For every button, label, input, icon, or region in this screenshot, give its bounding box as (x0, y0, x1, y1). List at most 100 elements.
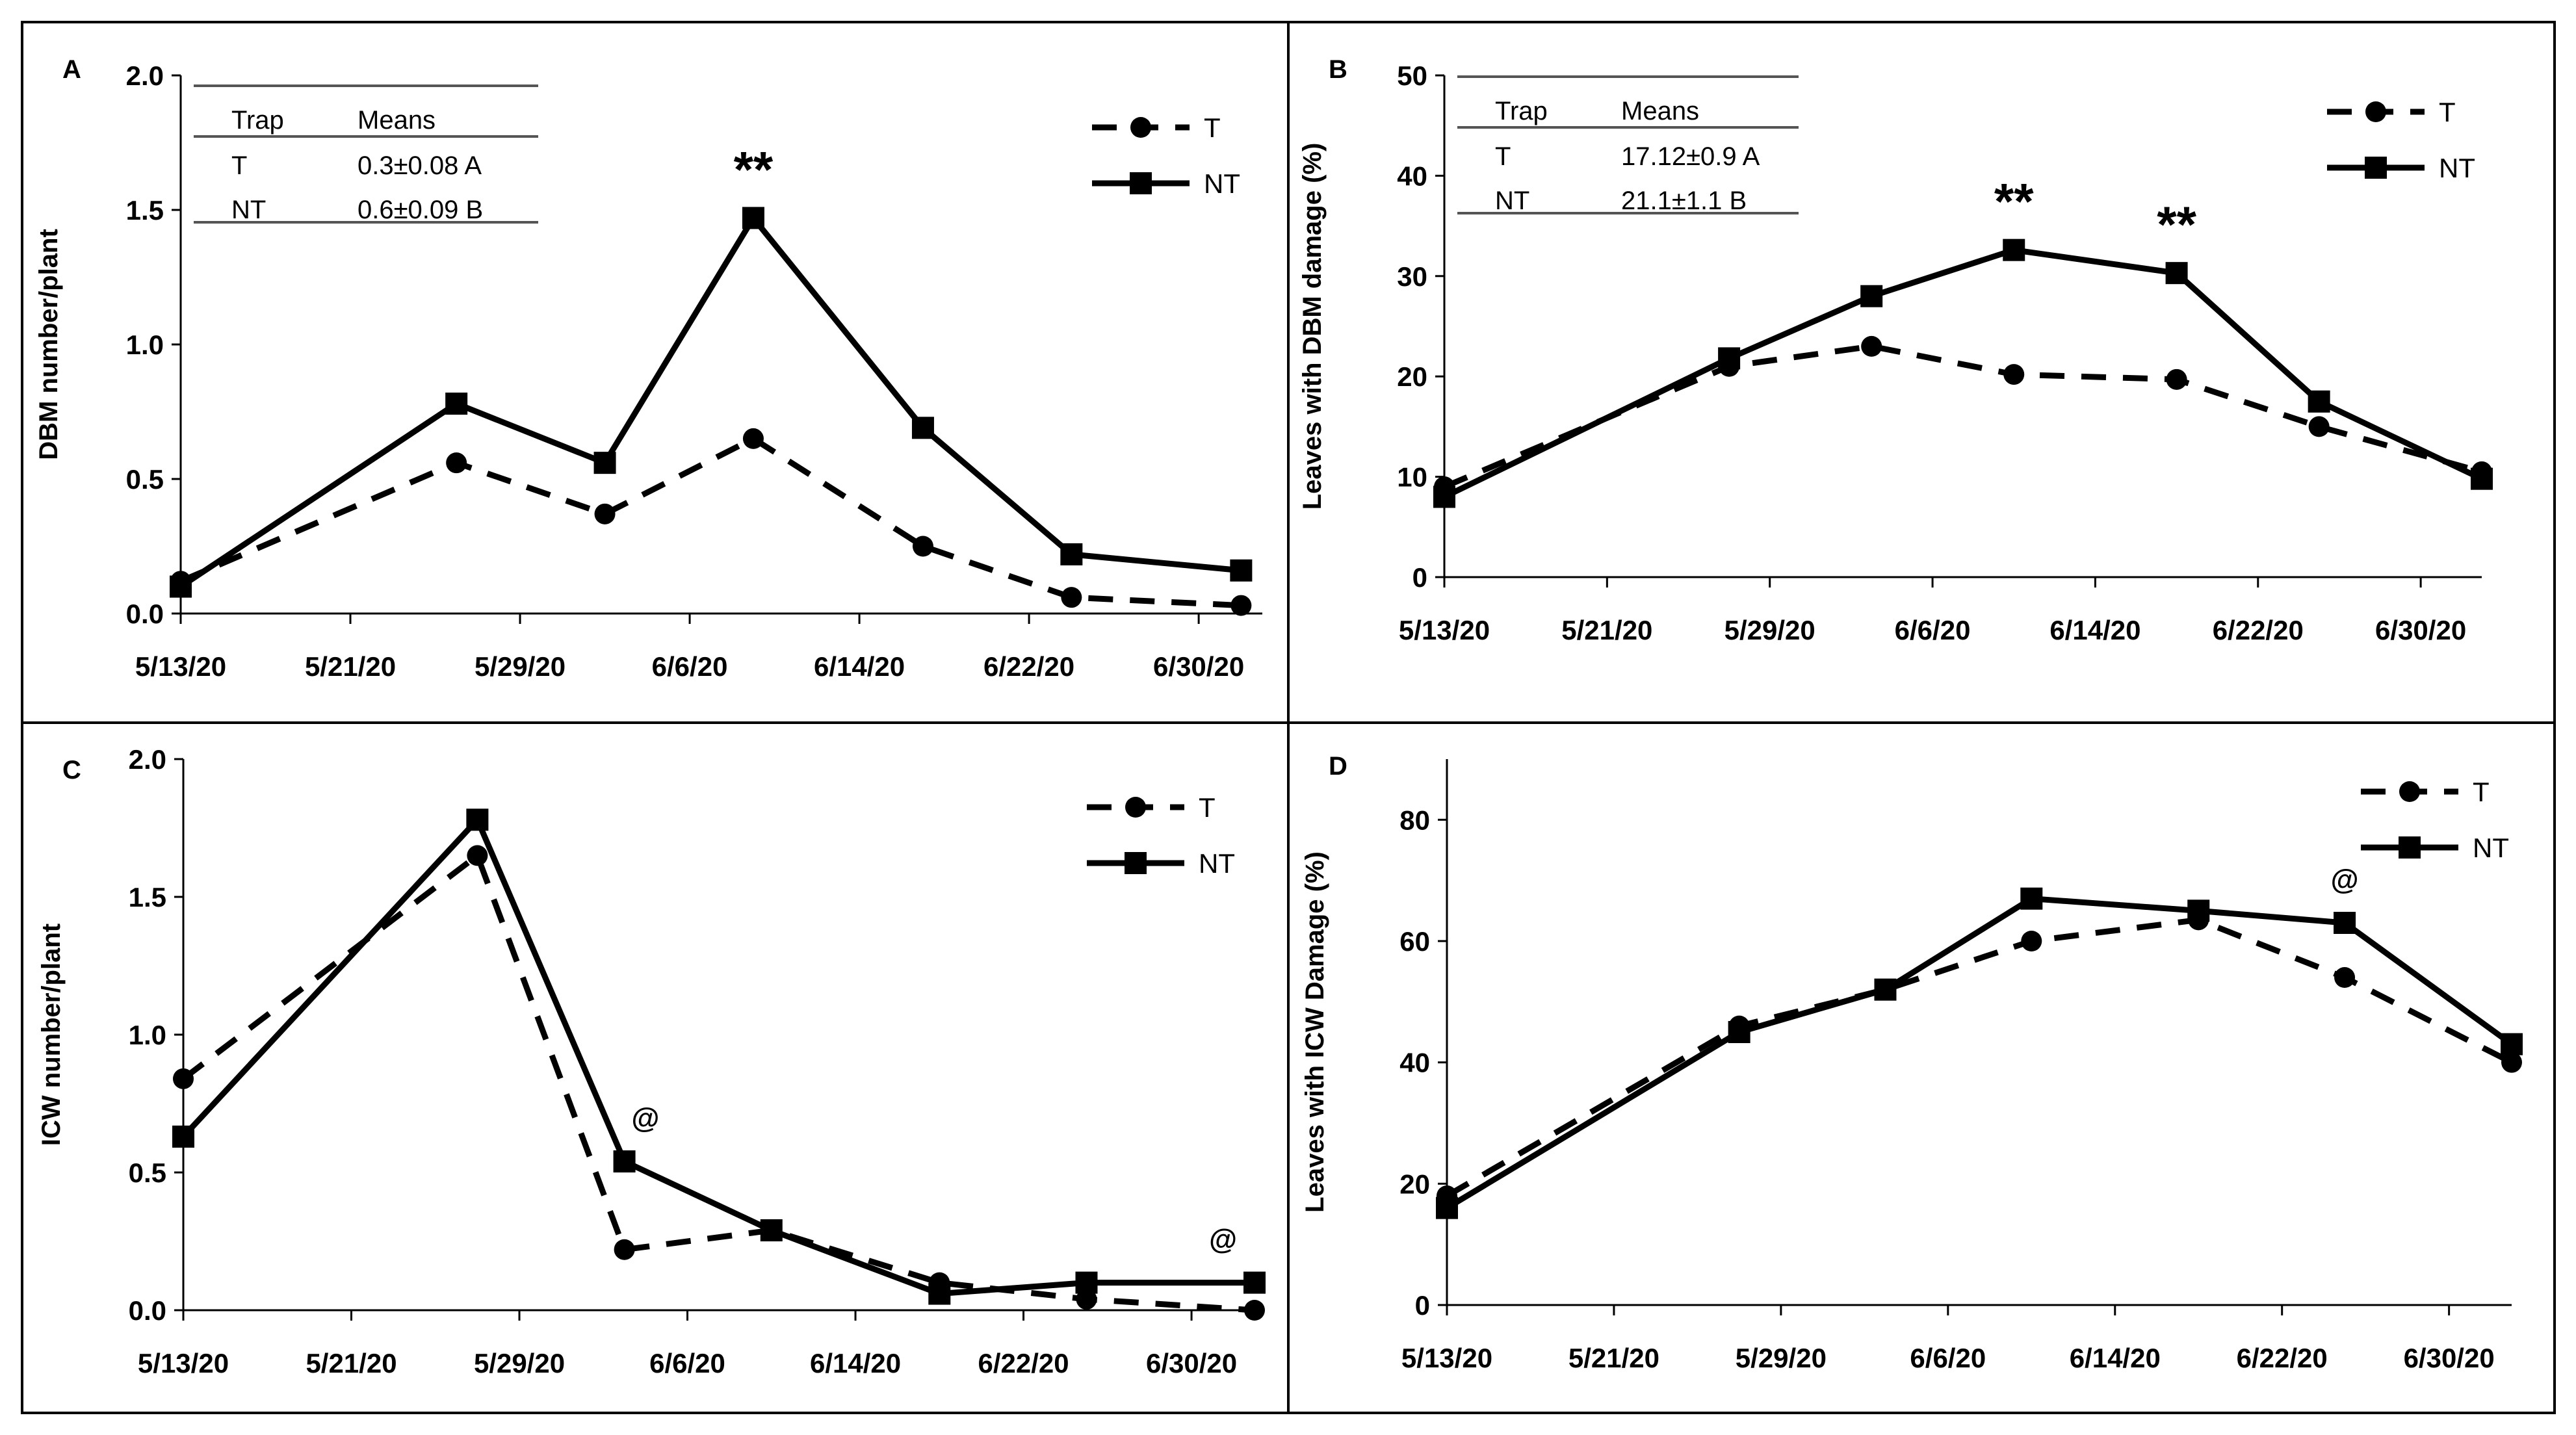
data-point-nt (911, 417, 934, 439)
data-point-nt (1860, 285, 1883, 307)
legend-label: T (2439, 97, 2456, 127)
data-point-t (2021, 931, 2042, 951)
data-point-nt (1243, 1271, 1266, 1294)
significance-annotation: ** (2157, 196, 2196, 253)
data-point-t (1076, 1289, 1097, 1310)
series-line-t (1443, 343, 2483, 490)
chart-panel-a: A 0.0 0.5 1.0 1.5 2.0 5/13/20 5/21/20 5/29/20 6/6… (34, 55, 1262, 682)
x-tick-label: 5/13/20 (135, 651, 226, 682)
legend-marker-nt (2399, 836, 2421, 859)
data-point-nt (760, 1219, 783, 1242)
x-tick-label: 6/22/20 (983, 651, 1074, 682)
table-cell-trap: T (1495, 142, 1511, 171)
significance-annotation: ** (1994, 173, 2034, 230)
y-tick-label: 80 (1399, 805, 1430, 835)
x-tick-label: 5/29/20 (474, 1348, 565, 1378)
table-cell-mean: 21.1±1.1 B (1621, 187, 1747, 215)
data-point-t (1861, 335, 1882, 357)
data-point-t (467, 845, 488, 866)
legend-marker-t (1125, 797, 1146, 818)
y-tick-label: 0.5 (126, 464, 164, 495)
chart-layer: A 0.0 0.5 1.0 1.5 2.0 5/13/20 5/21/20 5/29/20 6/6… (34, 55, 2523, 1378)
data-point-nt (593, 452, 616, 474)
panel-label: D (1329, 752, 1347, 781)
table-header-trap: Trap (231, 106, 284, 135)
data-point-t (912, 536, 933, 557)
y-tick-label: 1.5 (126, 195, 164, 226)
table-cell-trap: NT (231, 196, 266, 224)
data-point-t (173, 1068, 194, 1089)
means-table: Trap Means T 0.3±0.08 A NT 0.6±0.09 B (194, 84, 538, 224)
table-cell-trap: NT (1495, 187, 1529, 215)
legend-marker-t (2399, 781, 2420, 802)
x-tick-label: 6/6/20 (649, 1348, 725, 1378)
series-line-t (179, 435, 1242, 609)
panel-frames (21, 21, 2556, 1414)
chart-panel-c: C 0.0 0.5 1.0 1.5 2.0 5/13/20 5/21/20 5/29/20 6/6… (37, 744, 1266, 1378)
x-tick-label: 6/22/20 (2213, 615, 2304, 645)
data-point-t (594, 503, 616, 524)
y-tick-label: 0 (1415, 1290, 1430, 1321)
x-tick-label: 6/6/20 (1895, 615, 1971, 645)
data-point-nt (466, 808, 489, 831)
data-point-nt (613, 1150, 636, 1173)
data-point-t (446, 452, 467, 474)
x-tick-label: 5/29/20 (475, 651, 566, 682)
x-tick-label: 5/29/20 (1724, 615, 1815, 645)
data-point-nt (1728, 1021, 1750, 1043)
data-point-nt (1433, 485, 1455, 508)
legend-label: NT (2439, 153, 2475, 183)
chart-panel-b: B 0 10 20 30 40 50 5/13/20 5/21/20 5/29/20 6/6/20 6… (1298, 55, 2493, 645)
y-tick-label: 0.5 (129, 1157, 166, 1188)
data-point-nt (742, 207, 764, 229)
data-point-nt (172, 1125, 194, 1148)
data-point-nt (2003, 239, 2025, 261)
x-tick-label: 6/6/20 (1910, 1343, 1986, 1373)
legend-marker-nt (1125, 852, 1147, 874)
x-tick-label: 5/21/20 (1568, 1343, 1659, 1373)
x-tick-label: 6/30/20 (2404, 1343, 2495, 1373)
data-point-nt (2501, 1033, 2523, 1055)
panel-label: A (62, 55, 81, 84)
data-point-t (2166, 368, 2187, 390)
legend-label: T (1204, 112, 1221, 143)
x-tick-label: 6/6/20 (652, 651, 728, 682)
x-tick-label: 6/30/20 (1146, 1348, 1237, 1378)
series-line-t (181, 851, 1255, 1313)
legend-marker-t (2365, 101, 2386, 122)
series-line-nt (1443, 247, 2483, 500)
series-line-nt (181, 814, 1255, 1297)
data-point-t (2334, 967, 2356, 988)
x-tick-label: 6/14/20 (810, 1348, 901, 1378)
significance-annotation: ** (734, 140, 774, 198)
data-point-nt (2308, 390, 2330, 413)
data-point-t (742, 428, 764, 449)
significance-annotation: @ (2331, 864, 2359, 896)
x-tick-label: 6/30/20 (1153, 651, 1244, 682)
x-tick-label: 5/13/20 (1401, 1343, 1492, 1373)
panel-label: B (1329, 55, 1347, 84)
y-tick-label: 60 (1399, 926, 1430, 957)
data-point-nt (1874, 978, 1897, 1001)
significance-annotation: @ (1209, 1224, 1237, 1256)
y-tick-label: 40 (1397, 161, 1427, 191)
x-tick-label: 6/14/20 (2049, 615, 2140, 645)
data-point-nt (2187, 899, 2210, 922)
table-cell-mean: 17.12±0.9 A (1621, 142, 1760, 171)
series-line-nt (1445, 896, 2514, 1211)
x-tick-label: 5/21/20 (1561, 615, 1652, 645)
data-point-nt (2334, 912, 2356, 934)
data-point-nt (1230, 559, 1253, 582)
x-tick-label: 5/29/20 (1736, 1343, 1827, 1373)
y-tick-label: 50 (1397, 60, 1427, 91)
data-point-t (2308, 416, 2330, 437)
x-tick-label: 5/21/20 (305, 651, 396, 682)
y-tick-label: 30 (1397, 261, 1427, 292)
y-tick-label: 0.0 (129, 1295, 166, 1326)
x-tick-label: 5/21/20 (306, 1348, 397, 1378)
y-tick-label: 0.0 (126, 599, 164, 629)
legend-label: NT (1199, 848, 1235, 879)
x-tick-label: 5/13/20 (138, 1348, 229, 1378)
table-cell-trap: T (231, 151, 247, 180)
y-tick-label: 1.0 (129, 1020, 166, 1050)
